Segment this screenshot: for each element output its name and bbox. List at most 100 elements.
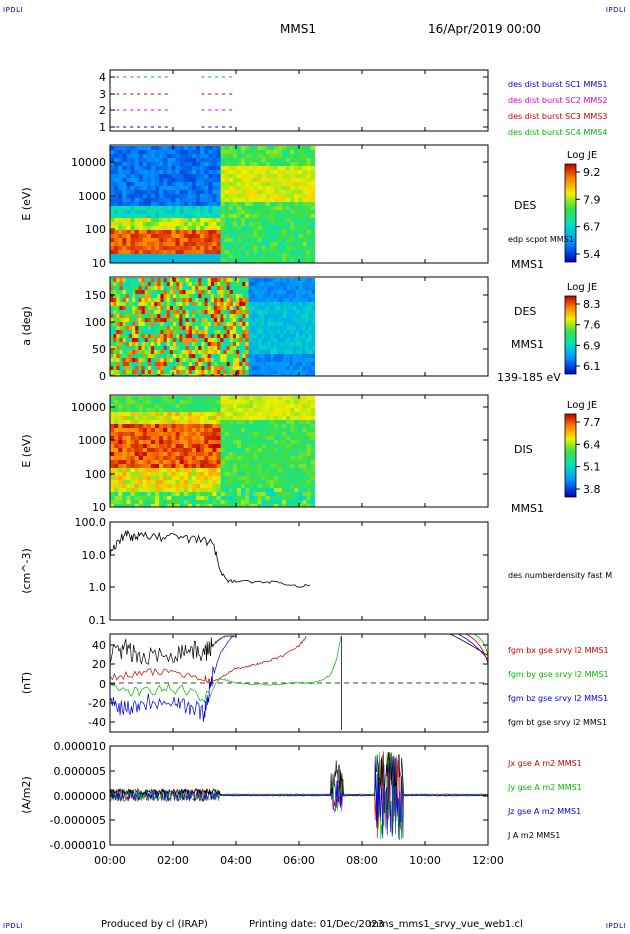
dis-energy-cell bbox=[122, 496, 127, 500]
colorbar-tick-label: 9.2 bbox=[583, 166, 601, 179]
colorbar-tick-label: 7.6 bbox=[583, 319, 601, 332]
des-energy-cell bbox=[134, 226, 140, 230]
dis-energy-cell bbox=[298, 420, 303, 424]
current-legend-label: Jx gse A m2 MMS1 bbox=[507, 759, 582, 768]
des-energy-cell bbox=[257, 238, 262, 242]
des-energy-cell bbox=[249, 154, 254, 158]
des-pitch-cell bbox=[223, 318, 227, 322]
des-pitch-cell bbox=[232, 290, 237, 294]
dis-energy-cell bbox=[269, 500, 275, 504]
dis-energy-cell bbox=[200, 452, 205, 456]
des-pitch-cell bbox=[229, 358, 234, 362]
dis-energy-cell bbox=[228, 440, 234, 444]
des-pitch-cell bbox=[311, 302, 316, 306]
dis-energy-cell bbox=[110, 448, 115, 452]
des-pitch-cell bbox=[242, 342, 246, 346]
dis-energy-cell bbox=[146, 468, 152, 472]
dis-energy-cell bbox=[286, 448, 291, 452]
dis-sc-label: MMS1 bbox=[511, 502, 544, 515]
des-energy-cell bbox=[282, 146, 287, 150]
des-pitch-cell bbox=[195, 306, 199, 310]
des-pitch-cell bbox=[210, 278, 215, 282]
des-energy-cell bbox=[204, 206, 209, 210]
des-energy-cell bbox=[212, 182, 217, 186]
dis-energy-cell bbox=[212, 476, 217, 480]
des-energy-cell bbox=[208, 202, 213, 206]
des-pitch-cell bbox=[308, 358, 312, 362]
des-energy-cell bbox=[163, 190, 168, 194]
des-pitch-cell bbox=[169, 334, 174, 338]
des-energy-cell bbox=[302, 198, 307, 202]
des-pitch-cell bbox=[302, 338, 306, 342]
dis-energy-cell bbox=[298, 444, 303, 448]
des-pitch-cell bbox=[289, 314, 294, 318]
des-pitch-cell bbox=[201, 350, 205, 354]
des-energy-cell bbox=[257, 190, 262, 194]
des-pitch-cell bbox=[261, 326, 265, 330]
des-pitch-cell bbox=[116, 318, 120, 322]
des-pitch-cell bbox=[264, 286, 268, 290]
dis-energy-cell bbox=[282, 488, 287, 492]
des-pitch-cell bbox=[236, 282, 240, 286]
des-energy-cell bbox=[126, 190, 131, 194]
des-pitch-cell bbox=[125, 346, 130, 350]
des-energy-cell bbox=[183, 186, 189, 190]
des-energy-cell bbox=[204, 202, 209, 206]
des-pitch-cell bbox=[163, 282, 168, 286]
dis-energy-cell bbox=[163, 400, 168, 404]
colorbar-tick-label: 6.1 bbox=[583, 360, 601, 373]
des-pitch-cell bbox=[176, 370, 180, 374]
des-energy-cell bbox=[200, 206, 205, 210]
dis-energy-cell bbox=[236, 428, 242, 432]
dis-energy-cell bbox=[245, 452, 250, 456]
des-pitch-cell bbox=[223, 322, 227, 326]
des-energy-cell bbox=[126, 182, 131, 186]
des-pitch-cell bbox=[157, 374, 161, 376]
des-pitch-cell bbox=[289, 374, 294, 376]
des-energy-cell bbox=[302, 186, 307, 190]
des-energy-cell bbox=[294, 238, 299, 242]
des-energy-cell bbox=[265, 162, 271, 166]
des-energy-cell bbox=[114, 238, 119, 242]
des-energy-cell bbox=[265, 170, 271, 174]
dis-energy-cell bbox=[249, 424, 254, 428]
dis-energy-cell bbox=[110, 468, 115, 472]
des-pitch-cell bbox=[220, 314, 224, 318]
dis-energy-cell bbox=[171, 396, 176, 400]
des-pitch-cell bbox=[283, 346, 287, 350]
colorbar-title: Log JE bbox=[567, 400, 597, 411]
des-pitch-cell bbox=[273, 306, 278, 310]
dis-energy-cell bbox=[286, 416, 291, 420]
des-energy-cell bbox=[282, 178, 287, 182]
des-energy-cell bbox=[163, 194, 168, 198]
des-pitch-cell bbox=[204, 350, 208, 354]
des-pitch-cell bbox=[283, 370, 287, 374]
dis-energy-cell bbox=[212, 500, 217, 504]
dis-energy-cell bbox=[220, 440, 226, 444]
des-pitch-cell bbox=[198, 350, 202, 354]
des-pitch-cell bbox=[248, 314, 253, 318]
des-energy-cell bbox=[216, 178, 221, 182]
des-energy-cell bbox=[224, 210, 230, 214]
dis-energy-cell bbox=[228, 492, 234, 496]
des-pitch-cell bbox=[248, 290, 253, 294]
des-energy-cell bbox=[310, 182, 316, 186]
dis-energy-cell bbox=[114, 440, 119, 444]
des-energy-cell bbox=[249, 250, 254, 254]
des-pitch-cell bbox=[150, 346, 155, 350]
des-pitch-cell bbox=[239, 362, 243, 366]
des-pitch-cell bbox=[258, 314, 262, 318]
dis-energy-cell bbox=[282, 412, 287, 416]
des-pitch-cell bbox=[173, 310, 177, 314]
des-pitch-cell bbox=[157, 342, 161, 346]
des-energy-cell bbox=[196, 182, 201, 186]
des-energy-cell bbox=[167, 182, 172, 186]
des-pitch-cell bbox=[110, 366, 114, 370]
des-pitch-cell bbox=[195, 370, 199, 374]
des-energy-cell bbox=[126, 186, 131, 190]
des-pitch-cell bbox=[264, 358, 268, 362]
des-energy-cell bbox=[261, 154, 266, 158]
dis-energy-cell bbox=[273, 428, 279, 432]
des-pitch-cell bbox=[239, 370, 243, 374]
des-pitch-cell bbox=[299, 298, 303, 302]
